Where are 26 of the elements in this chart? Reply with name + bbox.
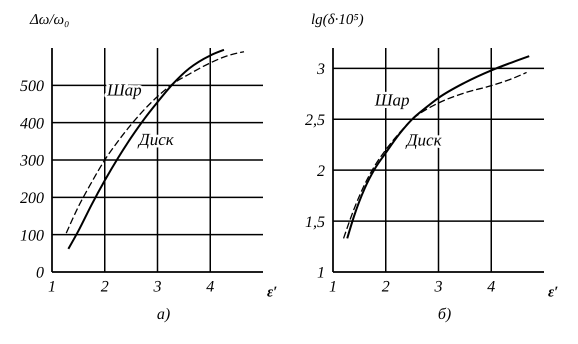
y-tick-label: 2,5	[305, 112, 325, 129]
x-tick-label: 3	[152, 278, 162, 296]
x-tick-label: 2	[100, 278, 109, 296]
x-tick-label: 1	[329, 278, 337, 296]
x-tick-label: 3	[434, 278, 442, 296]
x-axis-title: ε′	[267, 284, 278, 300]
x-tick-label: 4	[487, 278, 496, 296]
x-tick-label: 1	[48, 278, 56, 296]
y-tick-label: 3	[316, 61, 325, 78]
y-tick-label: 2	[317, 162, 325, 180]
y-tick-label: 200	[20, 190, 44, 208]
series-label: Шар	[106, 80, 142, 100]
y-tick-label: 1,5	[305, 214, 325, 231]
y-axis-title: Δω/ω₀	[30, 12, 70, 29]
text: а)	[156, 306, 172, 324]
y-axis-title: lg(δ·10⁵)	[311, 12, 364, 29]
x-axis-title: ε′	[548, 284, 558, 300]
y-tick-label: 0	[36, 264, 44, 282]
y-tick-label: 500	[20, 78, 44, 96]
y-tick-label: 400	[20, 115, 44, 132]
y-tick-label: 300	[19, 152, 44, 170]
text: б)	[436, 306, 452, 324]
y-tick-label: 1	[317, 264, 325, 282]
x-tick-label: 4	[206, 278, 214, 296]
x-tick-label: 2	[382, 278, 390, 296]
y-tick-label: 100	[20, 227, 44, 244]
